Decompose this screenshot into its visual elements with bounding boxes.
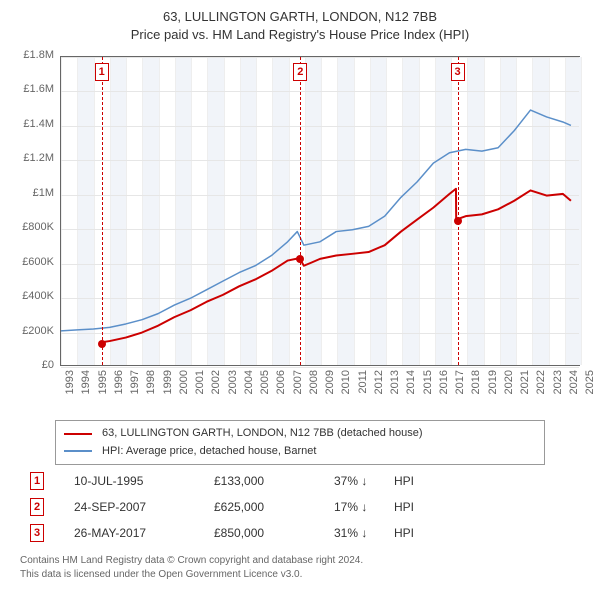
x-tick-label: 2007 bbox=[292, 370, 304, 400]
x-tick-label: 1996 bbox=[113, 370, 125, 400]
event-row: 2 24-SEP-2007£625,00017% ↓HPI bbox=[30, 494, 570, 520]
x-tick-label: 2001 bbox=[194, 370, 206, 400]
y-tick-label: £0 bbox=[10, 359, 54, 371]
x-tick-label: 2010 bbox=[340, 370, 352, 400]
series-line bbox=[101, 189, 570, 343]
x-tick-label: 2003 bbox=[227, 370, 239, 400]
legend-item: 63, LULLINGTON GARTH, LONDON, N12 7BB (d… bbox=[64, 425, 536, 443]
y-tick-label: £600K bbox=[10, 256, 54, 268]
series-marker-dot bbox=[454, 217, 462, 225]
event-row: 3 26-MAY-2017£850,00031% ↓HPI bbox=[30, 520, 570, 546]
chart-title: 63, LULLINGTON GARTH, LONDON, N12 7BB Pr… bbox=[0, 0, 600, 44]
chart-area: 1 2 3 1993 1994 1995 1996 1997 1998 1999 2000 2001… bbox=[10, 50, 590, 420]
event-marker-badge: 1 bbox=[95, 63, 109, 81]
x-tick-label: 2025 bbox=[584, 370, 596, 400]
x-tick-label: 2015 bbox=[422, 370, 434, 400]
x-tick-label: 1998 bbox=[145, 370, 157, 400]
x-tick-label: 1994 bbox=[80, 370, 92, 400]
line-series-svg bbox=[61, 57, 579, 365]
y-tick-label: £800K bbox=[10, 221, 54, 233]
event-id-badge: 2 bbox=[30, 498, 44, 516]
legend-swatch bbox=[64, 433, 92, 435]
event-marker-badge: 3 bbox=[451, 63, 465, 81]
footnote-line-1: Contains HM Land Registry data © Crown c… bbox=[20, 554, 363, 568]
legend-label: HPI: Average price, detached house, Barn… bbox=[102, 443, 316, 461]
y-tick-label: £1.4M bbox=[10, 118, 54, 130]
gridline-h bbox=[61, 367, 579, 368]
footnote: Contains HM Land Registry data © Crown c… bbox=[20, 554, 363, 582]
x-tick-label: 2019 bbox=[487, 370, 499, 400]
x-tick-label: 2009 bbox=[324, 370, 336, 400]
x-tick-label: 2017 bbox=[454, 370, 466, 400]
event-price: £133,000 bbox=[214, 474, 334, 488]
x-tick-label: 1995 bbox=[97, 370, 109, 400]
y-tick-label: £1M bbox=[10, 187, 54, 199]
event-id-badge: 3 bbox=[30, 524, 44, 542]
y-tick-label: £400K bbox=[10, 290, 54, 302]
event-date: 10-JUL-1995 bbox=[74, 474, 214, 488]
x-tick-label: 2024 bbox=[568, 370, 580, 400]
x-tick-label: 2022 bbox=[535, 370, 547, 400]
x-tick-label: 2021 bbox=[519, 370, 531, 400]
event-suffix: HPI bbox=[394, 526, 414, 540]
y-tick-label: £1.2M bbox=[10, 152, 54, 164]
event-date: 26-MAY-2017 bbox=[74, 526, 214, 540]
x-tick-label: 2012 bbox=[373, 370, 385, 400]
event-marker-badge: 2 bbox=[293, 63, 307, 81]
x-tick-label: 2011 bbox=[357, 370, 369, 400]
event-price: £850,000 bbox=[214, 526, 334, 540]
x-tick-label: 2005 bbox=[259, 370, 271, 400]
title-line-1: 63, LULLINGTON GARTH, LONDON, N12 7BB bbox=[0, 8, 600, 26]
event-suffix: HPI bbox=[394, 474, 414, 488]
series-marker-dot bbox=[98, 340, 106, 348]
legend-swatch bbox=[64, 450, 92, 452]
event-id-badge: 1 bbox=[30, 472, 44, 490]
event-marker-line bbox=[300, 57, 301, 365]
x-tick-label: 2006 bbox=[275, 370, 287, 400]
plot-area: 1 2 3 bbox=[60, 56, 580, 366]
series-line bbox=[61, 110, 571, 331]
event-pct: 17% ↓ bbox=[334, 500, 394, 514]
legend-label: 63, LULLINGTON GARTH, LONDON, N12 7BB (d… bbox=[102, 425, 423, 443]
x-tick-label: 2014 bbox=[405, 370, 417, 400]
event-marker-line bbox=[458, 57, 459, 365]
event-pct: 37% ↓ bbox=[334, 474, 394, 488]
x-tick-label: 2013 bbox=[389, 370, 401, 400]
event-row: 1 10-JUL-1995£133,00037% ↓HPI bbox=[30, 468, 570, 494]
gridline-v bbox=[581, 57, 582, 365]
x-tick-label: 2023 bbox=[552, 370, 564, 400]
x-tick-label: 2000 bbox=[178, 370, 190, 400]
y-tick-label: £1.8M bbox=[10, 49, 54, 61]
x-tick-label: 2004 bbox=[243, 370, 255, 400]
x-tick-label: 1999 bbox=[162, 370, 174, 400]
x-tick-label: 2020 bbox=[503, 370, 515, 400]
legend-item: HPI: Average price, detached house, Barn… bbox=[64, 443, 536, 461]
event-price: £625,000 bbox=[214, 500, 334, 514]
event-marker-line bbox=[102, 57, 103, 365]
x-tick-label: 2016 bbox=[438, 370, 450, 400]
x-tick-label: 2002 bbox=[210, 370, 222, 400]
x-tick-label: 2018 bbox=[470, 370, 482, 400]
legend-box: 63, LULLINGTON GARTH, LONDON, N12 7BB (d… bbox=[55, 420, 545, 465]
y-tick-label: £200K bbox=[10, 325, 54, 337]
y-tick-label: £1.6M bbox=[10, 83, 54, 95]
title-line-2: Price paid vs. HM Land Registry's House … bbox=[0, 26, 600, 44]
event-suffix: HPI bbox=[394, 500, 414, 514]
event-date: 24-SEP-2007 bbox=[74, 500, 214, 514]
x-tick-label: 2008 bbox=[308, 370, 320, 400]
x-tick-label: 1997 bbox=[129, 370, 141, 400]
x-tick-label: 1993 bbox=[64, 370, 76, 400]
events-table: 110-JUL-1995£133,00037% ↓HPI224-SEP-2007… bbox=[30, 468, 570, 546]
footnote-line-2: This data is licensed under the Open Gov… bbox=[20, 568, 363, 582]
event-pct: 31% ↓ bbox=[334, 526, 394, 540]
